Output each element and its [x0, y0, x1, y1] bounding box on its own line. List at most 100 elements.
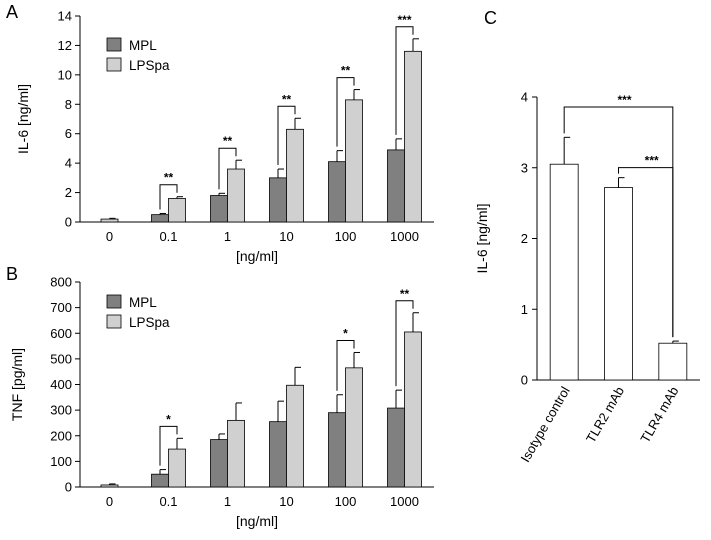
a-significance-bracket [159, 184, 178, 210]
b-y-axis-label: TNF [pg/ml] [9, 348, 25, 421]
c-y-tick-label: 3 [521, 160, 528, 175]
c-bar [658, 342, 688, 381]
c-bar [604, 187, 633, 381]
panel-b-chart: 0 100 200 300 400 500 600 700 800 0 0.1 1 10 100 1000 [… [9, 275, 434, 529]
b-legend-swatch-mpl [106, 294, 122, 309]
a-y-tick-label: 2 [65, 185, 72, 200]
a-y-tick-label: 6 [65, 126, 72, 141]
a-significance-label: ** [282, 92, 292, 106]
b-significance-bracket [159, 425, 178, 466]
a-bar-lpspa [345, 99, 363, 223]
a-bar-mpl [151, 214, 169, 223]
a-legend-swatch-lpspa [106, 57, 122, 72]
a-significance-bracket [336, 77, 355, 147]
b-bar-lpspa [404, 331, 422, 488]
a-y-tick-label: 0 [65, 215, 72, 230]
panel-c-chart: 0 1 2 3 4 IL-6 [ng/ml] Isotype control TLR2 mAb… [474, 90, 700, 465]
b-y-tick-label: 0 [65, 480, 72, 495]
b-legend-swatch-lpspa [106, 314, 122, 329]
b-x-tick-label: 1000 [390, 494, 419, 509]
a-x-tick-label: 0.1 [159, 229, 177, 244]
a-bar-mpl [210, 195, 228, 223]
c-y-tick-label: 2 [521, 231, 528, 246]
b-bar-lpspa [345, 367, 363, 488]
a-legend-label-mpl: MPL [129, 38, 157, 53]
a-legend-swatch-mpl [106, 37, 122, 52]
b-legend-label-lpspa: LPSpa [129, 315, 170, 330]
c-x-tick-label: TLR2 mAb [583, 384, 627, 445]
c-y-tick-label: 0 [521, 373, 528, 388]
b-y-tick-label: 200 [50, 428, 72, 443]
a-significance-label: ** [164, 171, 174, 185]
a-significance-label: ** [341, 64, 351, 78]
b-bar-mpl [151, 473, 169, 488]
b-x-tick-label: 0 [106, 494, 113, 509]
b-significance-label: ** [400, 287, 410, 301]
b-bar-mpl [269, 421, 287, 488]
a-significance-label: *** [397, 13, 411, 27]
b-bar-lpspa [168, 448, 186, 488]
a-y-tick-label: 8 [65, 97, 72, 112]
a-significance-bracket [395, 26, 414, 135]
a-y-tick-label: 10 [58, 67, 72, 82]
b-y-tick-label: 800 [50, 275, 72, 290]
a-bar-lpspa [286, 128, 304, 223]
c-significance-label: *** [617, 93, 631, 107]
a-bar-lpspa [404, 50, 422, 223]
a-x-tick-label: 100 [335, 229, 357, 244]
b-significance-bracket [336, 339, 355, 391]
a-bar-mpl [328, 161, 346, 223]
a-x-tick-label: 1 [224, 229, 231, 244]
b-bar-mpl [387, 407, 405, 488]
b-control-bar [100, 484, 119, 488]
b-x-tick-label: 0.1 [159, 494, 177, 509]
panel-b-label: B [6, 264, 18, 284]
b-y-tick-label: 300 [50, 403, 72, 418]
b-significance-label: * [166, 412, 171, 426]
c-significance-bracket [618, 167, 674, 338]
a-y-tick-label: 4 [65, 156, 72, 171]
a-control-bar [100, 218, 119, 223]
a-legend-label-lpspa: LPSpa [129, 58, 170, 73]
a-significance-bracket [218, 147, 237, 190]
a-x-tick-label: 10 [279, 229, 293, 244]
b-significance-label: * [343, 326, 348, 340]
b-bar-lpspa [227, 419, 245, 488]
a-bar-mpl [387, 149, 405, 223]
c-x-tick-label: TLR4 mAb [637, 384, 681, 445]
c-y-tick-label: 1 [521, 302, 528, 317]
b-bar-lpspa [286, 384, 304, 488]
b-bar-mpl [210, 439, 228, 488]
c-significance-label: *** [645, 154, 659, 168]
a-x-tick-label: 0 [106, 229, 113, 244]
b-significance-bracket [395, 300, 414, 387]
b-legend-label-mpl: MPL [129, 295, 157, 310]
panel-a-label: A [6, 2, 18, 22]
b-x-tick-label: 10 [279, 494, 293, 509]
b-y-tick-label: 400 [50, 377, 72, 392]
a-y-tick-label: 14 [58, 9, 72, 24]
c-y-tick-label: 4 [521, 90, 528, 105]
a-x-axis-label: [ng/ml] [236, 248, 278, 264]
a-bar-mpl [269, 177, 287, 223]
panel-a-chart: 0 2 4 6 8 10 12 14 0 0.1 1 10 100 1000 [ng/ml] IL-6 [ng… [15, 9, 434, 264]
b-x-tick-label: 100 [335, 494, 357, 509]
a-y-tick-label: 12 [58, 38, 72, 53]
a-significance-bracket [277, 105, 296, 166]
b-x-tick-label: 1 [224, 494, 231, 509]
panel-c-label: C [484, 8, 497, 28]
b-bar-mpl [328, 412, 346, 488]
a-y-axis-label: IL-6 [ng/ml] [15, 84, 31, 154]
b-y-tick-label: 600 [50, 326, 72, 341]
c-x-tick-label: Isotype control [518, 384, 573, 465]
b-y-tick-label: 700 [50, 300, 72, 315]
c-y-axis-label: IL-6 [ng/ml] [474, 203, 490, 273]
b-x-axis-label: [ng/ml] [236, 513, 278, 529]
a-x-tick-label: 1000 [390, 229, 419, 244]
b-y-tick-label: 500 [50, 351, 72, 366]
a-bar-lpspa [168, 198, 186, 223]
a-bar-lpspa [227, 168, 245, 223]
b-y-tick-label: 100 [50, 454, 72, 469]
c-bar [549, 163, 579, 381]
